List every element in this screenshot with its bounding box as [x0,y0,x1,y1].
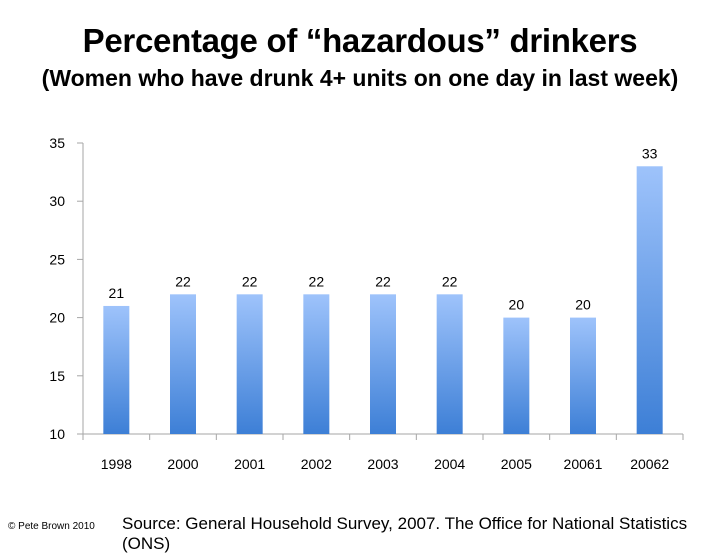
bar [303,294,330,434]
y-tick-label: 30 [49,193,65,209]
x-tick-label: 20062 [630,456,669,472]
bar [636,166,663,434]
x-tick-label: 2002 [301,456,332,472]
copyright-note: © Pete Brown 2010 [8,521,95,532]
y-tick-label: 35 [49,135,65,151]
bar [170,294,196,434]
data-label: 33 [642,145,658,161]
y-tick-label: 25 [49,251,65,267]
y-tick-label: 10 [49,426,65,442]
bar [370,294,396,434]
bar [103,305,130,434]
x-tick-label: 2005 [501,456,532,472]
data-label: 22 [175,273,191,289]
chart-subtitle: (Women who have drunk 4+ units on one da… [41,65,679,91]
x-tick-label: 2003 [367,456,398,472]
x-tick-label: 2004 [434,456,465,472]
x-tick-label: 1998 [101,456,132,472]
data-label: 22 [442,273,458,289]
y-tick-label: 20 [49,310,65,326]
data-label: 22 [309,273,325,289]
chart-title: Percentage of “hazardous” drinkers [82,22,638,59]
data-label: 20 [575,297,591,313]
data-label: 21 [109,285,125,301]
data-label: 22 [375,273,391,289]
bar-chart: 10 15 20 25 30 35 21 1998 22 2000 22 2001 22 2002 22 2… [49,135,684,472]
bar [503,317,530,434]
source-note: Source: General Household Survey, 2007. … [122,514,688,553]
x-tick-label: 20061 [564,456,603,472]
x-tick-label: 2000 [167,456,198,472]
data-label: 20 [509,297,525,313]
x-tick-label: 2001 [234,456,265,472]
data-label: 22 [242,273,258,289]
bar [570,317,596,434]
bar [236,294,263,434]
bar [436,294,463,434]
y-tick-label: 15 [49,368,65,384]
